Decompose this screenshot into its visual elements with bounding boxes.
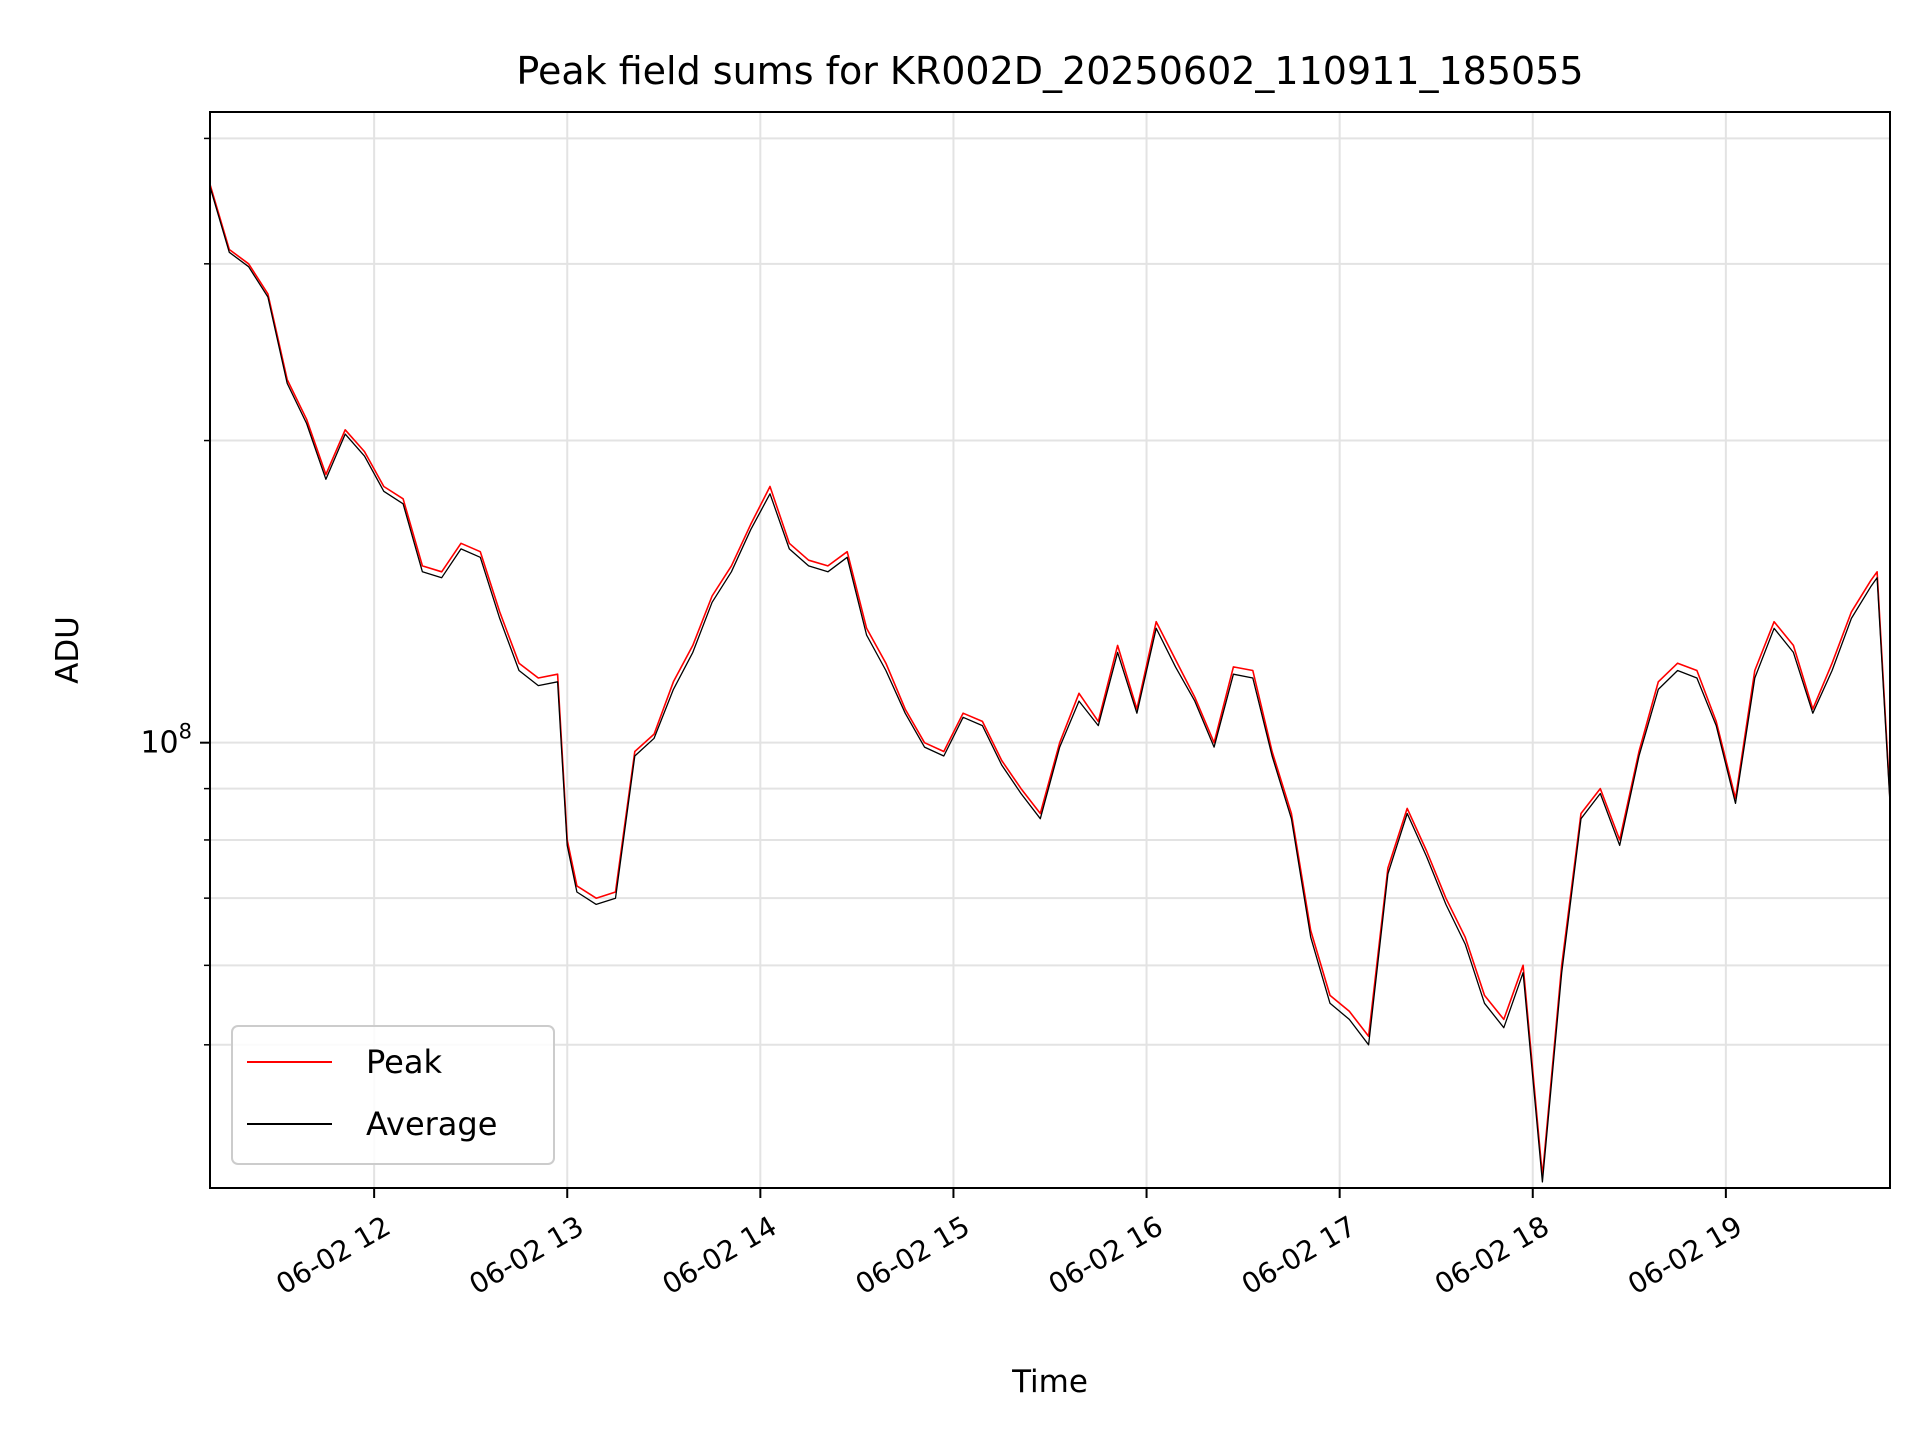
- grid: [210, 112, 1890, 1188]
- series-layer: [210, 184, 1890, 1183]
- y-axis-label: ADU: [50, 616, 86, 684]
- plot-frame: [209, 111, 1891, 1189]
- legend-label-peak: Peak: [366, 1043, 442, 1081]
- x-axis-label: Time: [1011, 1364, 1088, 1400]
- y-tick-label: 108: [140, 720, 192, 761]
- series-line-average: [210, 186, 1890, 1183]
- series-line-peak: [210, 184, 1890, 1177]
- legend-box: [231, 1025, 555, 1165]
- legend-label-average: Average: [366, 1105, 497, 1143]
- chart-title: Peak field sums for KR002D_20250602_1109…: [516, 49, 1583, 93]
- legend: Peak Average: [231, 1025, 555, 1165]
